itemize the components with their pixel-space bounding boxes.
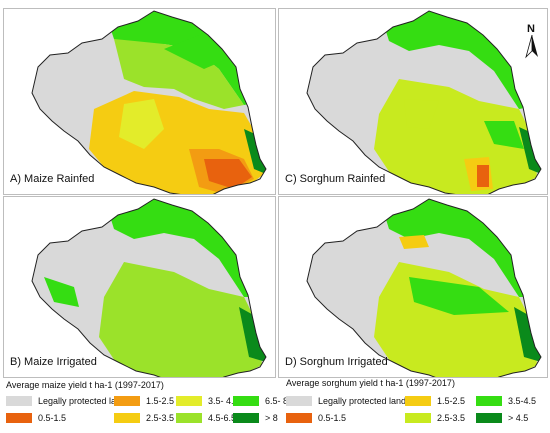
map-panel-maize-irrigated: B) Maize Irrigated <box>3 196 276 378</box>
legend-maize-title: Average maize yield t ha-1 (1997-2017) <box>6 380 164 390</box>
legend-swatch <box>114 413 140 423</box>
legend-swatch <box>286 413 312 423</box>
maize-irrigated-map <box>31 198 267 377</box>
legend-item: > 4.5 <box>476 413 528 423</box>
map-panel-sorghum-rainfed: C) Sorghum Rainfed N <box>278 8 548 195</box>
legend-swatch <box>286 396 312 406</box>
legend-swatch <box>476 413 502 423</box>
legend-item: 3.5-4.5 <box>476 396 536 406</box>
legend-item: Legally protected land <box>6 396 126 406</box>
legend-swatch <box>233 413 259 423</box>
legend-swatch <box>476 396 502 406</box>
panel-label: C) Sorghum Rainfed <box>285 173 386 185</box>
panel-label: A) Maize Rainfed <box>10 173 95 185</box>
legend-item: 6.5- 8 <box>233 396 288 406</box>
legend-item: 3.5- 4.5 <box>176 396 239 406</box>
sorghum-irrigated-map <box>306 198 542 377</box>
legend-item: 2.5-3.5 <box>405 413 465 423</box>
north-arrow: N <box>524 23 540 59</box>
legend-swatch <box>6 413 32 423</box>
legend-item: 1.5-2.5 <box>114 396 174 406</box>
map-panel-sorghum-irrigated: D) Sorghum Irrigated <box>278 196 548 378</box>
legend-item: 0.5-1.5 <box>6 413 66 423</box>
sorghum-rainfed-map <box>306 10 542 194</box>
map-panel-maize-rainfed: A) Maize Rainfed <box>3 8 276 195</box>
north-arrow-icon <box>525 35 538 59</box>
legend-swatch <box>6 396 32 406</box>
north-label: N <box>527 23 535 35</box>
legend-item: Legally protected land <box>286 396 406 406</box>
legend-swatch <box>176 413 202 423</box>
legend-item: 1.5-2.5 <box>405 396 465 406</box>
legend-swatch <box>405 413 431 423</box>
panel-label: D) Sorghum Irrigated <box>285 356 388 368</box>
legend-swatch <box>114 396 140 406</box>
legend-item: 4.5-6.5 <box>176 413 236 423</box>
legend-swatch <box>405 396 431 406</box>
maize-rainfed-map <box>31 10 267 194</box>
legend-item: 0.5-1.5 <box>286 413 346 423</box>
legend-swatch <box>176 396 202 406</box>
panel-label: B) Maize Irrigated <box>10 356 97 368</box>
legend-item: > 8 <box>233 413 278 423</box>
legend-swatch <box>233 396 259 406</box>
legend-item: 2.5-3.5 <box>114 413 174 423</box>
legend-sorghum-title: Average sorghum yield t ha-1 (1997-2017) <box>286 378 455 388</box>
